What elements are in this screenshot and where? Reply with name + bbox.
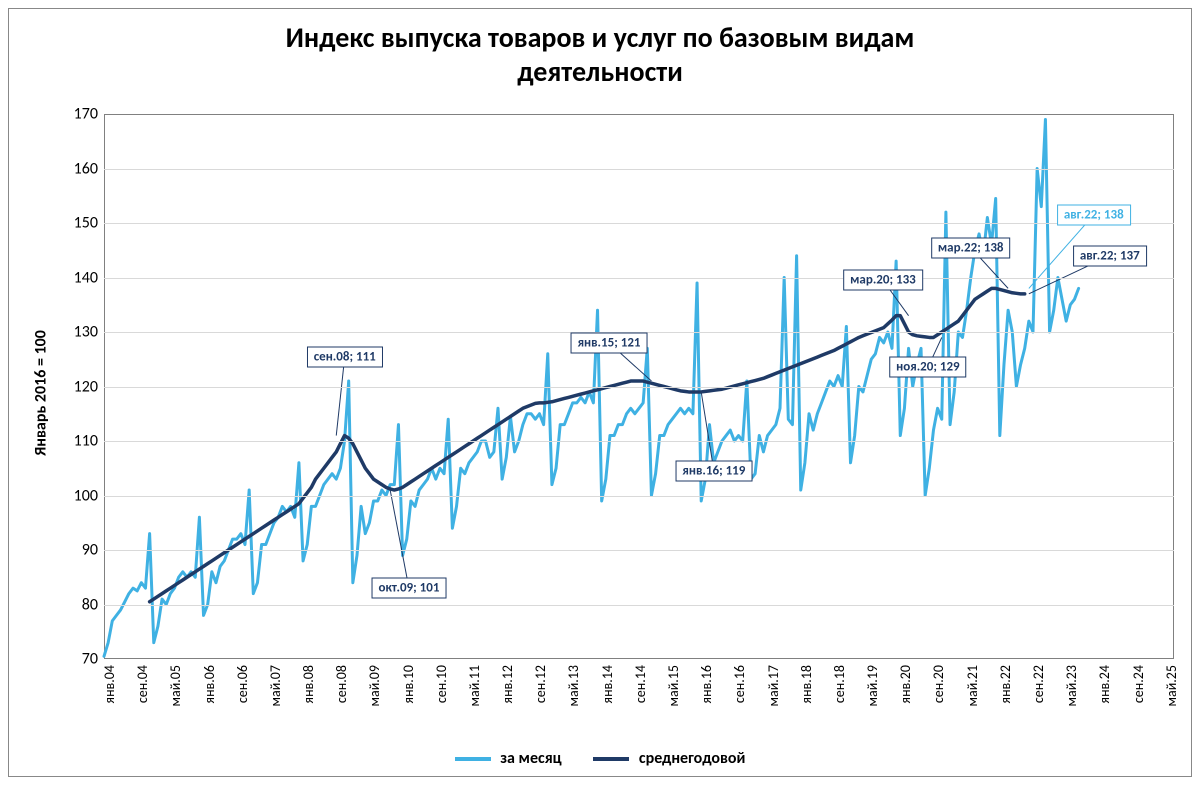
xtick-label: сен.04 [134, 665, 151, 703]
legend-swatch-monthly [455, 757, 491, 761]
gridline [104, 550, 1174, 551]
y-axis-title: Январь 2016 = 100 [32, 330, 51, 456]
xtick-label: сен.18 [831, 665, 848, 703]
xtick-label: май.11 [466, 665, 483, 706]
gridline [104, 496, 1174, 497]
xtick-label: сен.20 [930, 665, 947, 703]
xtick-label: сен.24 [1130, 665, 1147, 703]
ytick-label: 80 [82, 595, 98, 614]
chart-title-line1: Индекс выпуска товаров и услуг по базовы… [286, 20, 915, 55]
series-monthly [104, 119, 1079, 656]
gridline [104, 169, 1174, 170]
callout-label: сен.08; 111 [307, 346, 383, 367]
xtick-label: май.05 [167, 665, 184, 706]
xtick-label: май.09 [366, 665, 383, 706]
callout-leader [336, 357, 345, 436]
ytick-label: 100 [74, 486, 98, 505]
xtick-label: май.15 [665, 665, 682, 706]
xtick-label: янв.14 [599, 665, 616, 704]
ytick-label: 70 [82, 650, 98, 669]
xtick-label: янв.06 [201, 665, 218, 704]
chart-title-line2: деятельности [517, 54, 683, 89]
xtick-label: янв.24 [1096, 665, 1113, 704]
ytick-label: 150 [74, 214, 98, 233]
xtick-label: янв.04 [101, 665, 118, 704]
xtick-label: янв.10 [400, 665, 417, 704]
xtick-label: янв.08 [300, 665, 317, 704]
legend-label-monthly: за месяц [500, 749, 561, 768]
legend-label-annual: среднегодовой [639, 749, 746, 768]
legend: за месяц среднегодовой [9, 749, 1191, 768]
callout-label: авг.22; 137 [1073, 245, 1147, 266]
gridline [104, 441, 1174, 442]
xtick-label: сен.14 [632, 665, 649, 703]
ytick-label: 120 [74, 377, 98, 396]
plot-area: 708090100110120130140150160170янв.04сен.… [104, 114, 1174, 659]
xtick-label: май.25 [1163, 665, 1180, 706]
xtick-label: сен.12 [532, 665, 549, 703]
chart-title: Индекс выпуска товаров и услуг по базовы… [9, 21, 1191, 88]
legend-item-monthly: за месяц [455, 749, 562, 768]
legend-swatch-annual [593, 757, 629, 761]
ytick-label: 170 [74, 105, 98, 124]
xtick-label: май.13 [565, 665, 582, 706]
xtick-label: янв.16 [698, 665, 715, 704]
callout-label: окт.09; 101 [371, 578, 446, 599]
xtick-label: май.19 [864, 665, 881, 706]
callout-label: мар.20; 133 [843, 270, 923, 291]
xtick-label: сен.08 [333, 665, 350, 703]
xtick-label: май.23 [1063, 665, 1080, 706]
callout-label: авг.22; 138 [1057, 204, 1131, 225]
ytick-label: 140 [74, 268, 98, 287]
ytick-label: 160 [74, 159, 98, 178]
xtick-label: май.17 [765, 665, 782, 706]
chart-frame: Индекс выпуска товаров и услуг по базовы… [8, 8, 1192, 777]
xtick-label: сен.06 [234, 665, 251, 703]
xtick-label: май.07 [267, 665, 284, 706]
ytick-label: 130 [74, 323, 98, 342]
gridline [104, 605, 1174, 606]
ytick-label: 110 [74, 432, 98, 451]
callout-label: янв.16; 119 [675, 460, 752, 481]
xtick-label: сен.16 [731, 665, 748, 703]
xtick-label: май.21 [964, 665, 981, 706]
legend-item-annual: среднегодовой [593, 749, 745, 768]
xtick-label: янв.20 [897, 665, 914, 704]
callout-label: ноя.20; 129 [889, 357, 967, 378]
gridline [104, 387, 1174, 388]
xtick-label: янв.22 [997, 665, 1014, 704]
xtick-label: янв.18 [798, 665, 815, 704]
gridline [104, 223, 1174, 224]
gridline [104, 278, 1174, 279]
callout-label: янв.15; 121 [571, 332, 648, 353]
xtick-label: сен.10 [433, 665, 450, 703]
callout-label: мар.22; 138 [931, 237, 1011, 258]
xtick-label: сен.22 [1030, 665, 1047, 703]
xtick-label: янв.12 [499, 665, 516, 704]
ytick-label: 90 [82, 541, 98, 560]
